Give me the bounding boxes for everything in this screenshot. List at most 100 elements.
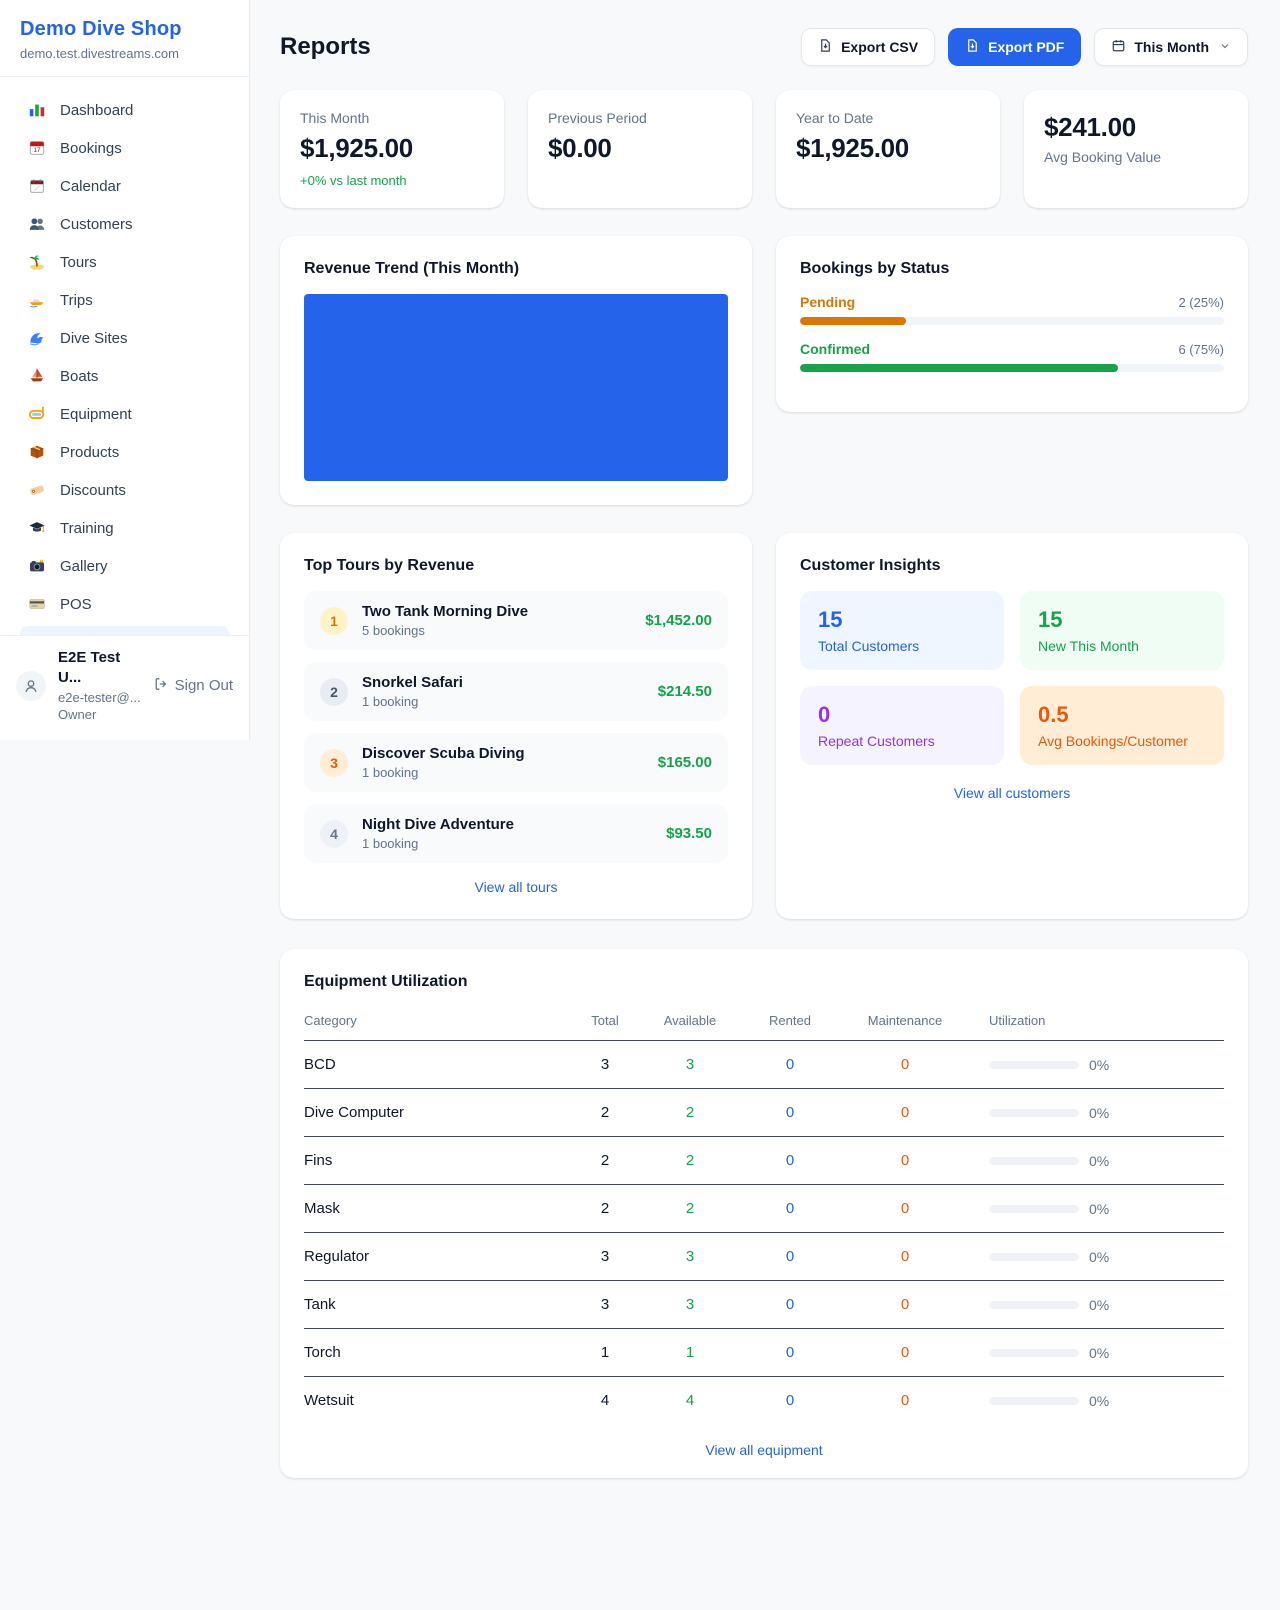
tour-row: 3 Discover Scuba Diving 1 booking $165.0… bbox=[304, 733, 728, 792]
cell-rented: 0 bbox=[739, 1136, 841, 1185]
customer-insights-title: Customer Insights bbox=[800, 557, 941, 574]
col-header-maintenance: Maintenance bbox=[841, 1003, 969, 1041]
cell-total: 3 bbox=[569, 1040, 641, 1089]
sidebar-item-equipment[interactable]: Equipment bbox=[10, 395, 239, 433]
table-row: BCD 3 3 0 0 0% bbox=[304, 1040, 1224, 1089]
sidebar-item-reports-partial[interactable] bbox=[20, 626, 229, 635]
page-title: Reports bbox=[280, 33, 371, 60]
cell-available: 2 bbox=[641, 1184, 739, 1233]
tour-row: 2 Snorkel Safari 1 booking $214.50 bbox=[304, 662, 728, 721]
table-row: Fins 2 2 0 0 0% bbox=[304, 1136, 1224, 1185]
cell-maintenance: 0 bbox=[841, 1040, 969, 1089]
tour-revenue: $93.50 bbox=[666, 825, 712, 842]
export-pdf-label: Export PDF bbox=[988, 39, 1065, 55]
sidebar-item-boats[interactable]: Boats bbox=[10, 357, 239, 395]
tour-info: Snorkel Safari 1 booking bbox=[362, 674, 644, 709]
stat-label: Year to Date bbox=[796, 110, 874, 126]
revenue-trend-card: Revenue Trend (This Month) bbox=[280, 236, 752, 505]
cell-maintenance: 0 bbox=[900, 1392, 910, 1409]
credit-card-icon bbox=[28, 595, 46, 613]
sidebar-item-label: Dashboard bbox=[60, 101, 134, 119]
sidebar-item-tours[interactable]: Tours bbox=[10, 243, 239, 281]
page-header: Reports Export CSV Export PDF This Month bbox=[280, 28, 1248, 66]
speedboat-icon bbox=[28, 291, 46, 309]
utilization-percent: 0% bbox=[1089, 1344, 1110, 1361]
sidebar-item-products[interactable]: Products bbox=[10, 433, 239, 471]
status-count: 6 (75%) bbox=[1178, 342, 1224, 357]
utilization-bar bbox=[989, 1204, 1079, 1213]
period-dropdown[interactable]: This Month bbox=[1094, 28, 1248, 66]
cell-rented: 0 bbox=[739, 1328, 841, 1377]
tile-value: 0 bbox=[818, 702, 831, 727]
stat-card-year-to-date: Year to Date $1,925.00 bbox=[776, 90, 1000, 208]
camera-icon bbox=[28, 557, 46, 575]
col-header-available: Available bbox=[641, 1003, 739, 1041]
cell-total: 4 bbox=[600, 1392, 610, 1409]
main-content: Reports Export CSV Export PDF This Month bbox=[250, 0, 1280, 1558]
stat-label: This Month bbox=[300, 110, 370, 126]
sidebar-item-discounts[interactable]: Discounts bbox=[10, 471, 239, 509]
tile-avg-bookings: 0.5 Avg Bookings/Customer bbox=[1020, 686, 1224, 765]
utilization-percent: 0% bbox=[1089, 1200, 1110, 1217]
progress-fill bbox=[800, 317, 906, 325]
sidebar-item-label: POS bbox=[60, 595, 92, 613]
file-download-icon bbox=[818, 38, 833, 56]
sidebar-item-dive-sites[interactable]: Dive Sites bbox=[10, 319, 239, 357]
view-all-tours-link[interactable]: View all tours bbox=[474, 879, 558, 895]
sign-out-button[interactable]: Sign Out bbox=[153, 676, 233, 696]
cell-total: 3 bbox=[569, 1280, 641, 1329]
sidebar-item-training[interactable]: Training bbox=[10, 509, 239, 547]
view-all-equipment-link[interactable]: View all equipment bbox=[705, 1442, 823, 1458]
rank-badge: 4 bbox=[320, 819, 348, 848]
export-pdf-button[interactable]: Export PDF bbox=[948, 28, 1082, 66]
sidebar-item-trips[interactable]: Trips bbox=[10, 281, 239, 319]
stat-value: $1,925.00 bbox=[796, 133, 909, 163]
sidebar-item-dashboard[interactable]: Dashboard bbox=[10, 91, 239, 129]
file-download-icon bbox=[965, 38, 980, 56]
cell-maintenance: 0 bbox=[841, 1232, 969, 1281]
tile-label: Total Customers bbox=[818, 638, 920, 654]
stat-cards: This Month $1,925.00 +0% vs last month P… bbox=[280, 90, 1248, 208]
cell-rented: 0 bbox=[739, 1088, 841, 1137]
status-count: 2 (25%) bbox=[1178, 295, 1224, 310]
sidebar-item-label: Products bbox=[60, 443, 120, 461]
sidebar-item-label: Customers bbox=[60, 215, 133, 233]
export-csv-button[interactable]: Export CSV bbox=[801, 28, 936, 66]
rank-badge: 1 bbox=[320, 606, 348, 635]
sidebar-item-pos[interactable]: POS bbox=[10, 585, 239, 623]
table-row: Tank 3 3 0 0 0% bbox=[304, 1280, 1224, 1329]
avatar bbox=[16, 670, 46, 701]
cell-category: Mask bbox=[304, 1184, 569, 1233]
sidebar-item-customers[interactable]: Customers bbox=[10, 205, 239, 243]
sidebar-item-bookings[interactable]: 17 Bookings bbox=[10, 129, 239, 167]
sidebar-item-label: Calendar bbox=[60, 177, 121, 195]
rank-badge: 3 bbox=[320, 748, 348, 777]
tour-name: Snorkel Safari bbox=[362, 674, 463, 691]
sidebar-item-calendar[interactable]: Calendar bbox=[10, 167, 239, 205]
cell-category: Regulator bbox=[304, 1232, 569, 1281]
tour-name: Discover Scuba Diving bbox=[362, 745, 525, 762]
utilization-percent: 0% bbox=[1089, 1296, 1110, 1313]
tour-bookings: 5 bookings bbox=[362, 623, 425, 638]
people-icon bbox=[28, 215, 46, 233]
cell-category: BCD bbox=[304, 1040, 569, 1089]
table-row: Torch 1 1 0 0 0% bbox=[304, 1328, 1224, 1377]
view-all-customers-link[interactable]: View all customers bbox=[953, 785, 1071, 801]
tile-repeat-customers: 0 Repeat Customers bbox=[800, 686, 1004, 765]
period-label: This Month bbox=[1134, 39, 1209, 55]
cell-available: 3 bbox=[641, 1280, 739, 1329]
sidebar-item-label: Gallery bbox=[60, 557, 108, 575]
cell-available: 1 bbox=[641, 1328, 739, 1377]
col-header-rented: Rented bbox=[739, 1003, 841, 1041]
user-email: e2e-tester@... bbox=[58, 689, 141, 705]
cell-total: 1 bbox=[569, 1328, 641, 1377]
utilization-bar bbox=[989, 1300, 1079, 1309]
sidebar-item-gallery[interactable]: Gallery bbox=[10, 547, 239, 585]
sidebar-item-label: Tours bbox=[60, 253, 97, 271]
cell-total: 2 bbox=[569, 1136, 641, 1185]
cell-rented: 0 bbox=[739, 1184, 841, 1233]
charts-grid: Revenue Trend (This Month) Bookings by S… bbox=[280, 236, 1248, 919]
cell-available: 4 bbox=[685, 1392, 695, 1409]
tile-new-this-month: 15 New This Month bbox=[1020, 591, 1224, 670]
tour-name: Night Dive Adventure bbox=[362, 816, 514, 833]
